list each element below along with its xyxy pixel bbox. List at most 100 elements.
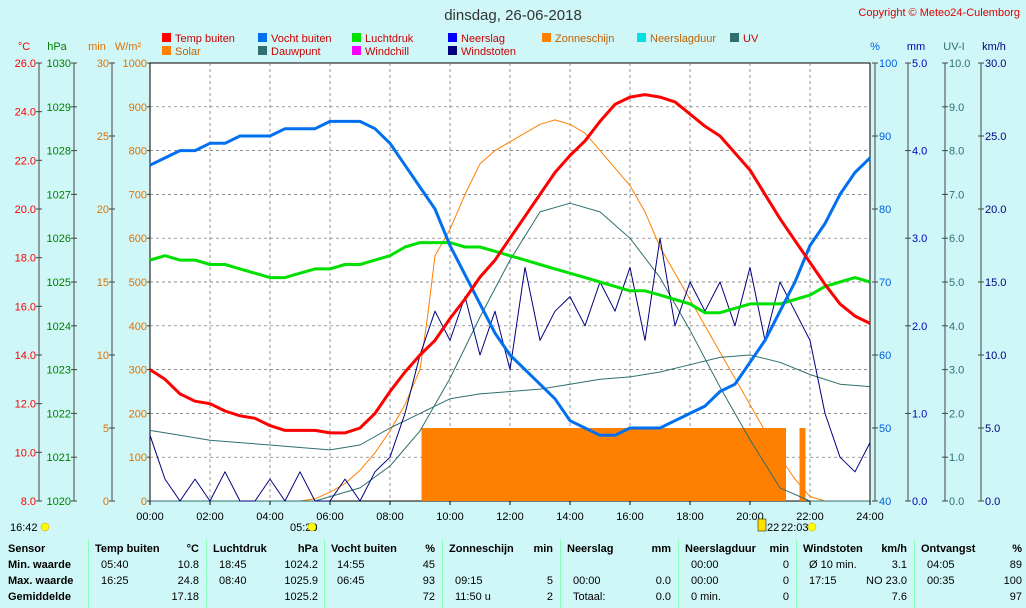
stats-separator xyxy=(678,540,679,608)
moon-marker-label: 22 xyxy=(767,522,779,534)
sunshine-bar-extra xyxy=(424,428,428,501)
humidity-tick-label: 40 xyxy=(879,496,891,508)
stats-header-unit: km/h xyxy=(881,543,907,555)
stats-value: 89 xyxy=(1009,559,1022,571)
stats-value: 97 xyxy=(1009,591,1022,603)
solar-tick-label: 600 xyxy=(129,233,147,245)
legend-swatch xyxy=(448,46,457,55)
legend-swatch xyxy=(730,33,739,42)
stats-time: 09:15 xyxy=(455,575,483,587)
x-tick-label: 20:00 xyxy=(736,511,764,523)
stats-header-unit: % xyxy=(1012,543,1022,555)
stats-value: 24.8 xyxy=(177,575,199,587)
wind-tick-label: 10.0 xyxy=(985,350,1006,362)
pressure-tick-label: 1023 xyxy=(47,365,71,377)
copyright-text: Copyright © Meteo24-Culemborg xyxy=(858,7,1020,19)
series-temp-buiten xyxy=(149,93,871,435)
solar-tick-label: 200 xyxy=(129,408,147,420)
temp-tick-label: 26.0 xyxy=(15,58,36,70)
stats-header: Neerslagduur xyxy=(685,543,756,555)
stats-value: 0 xyxy=(782,575,789,587)
temp-tick-label: 18.0 xyxy=(15,253,36,265)
wind-tick-label: 0.0 xyxy=(985,496,1000,508)
x-tick-label: 10:00 xyxy=(436,511,464,523)
x-tick-label: 00:00 xyxy=(136,511,164,523)
rain-tick-label: 3.0 xyxy=(912,233,927,245)
stats-header: Zonneschijn xyxy=(449,543,514,555)
stats-value: 10.8 xyxy=(177,559,199,571)
stats-time: 17:15 xyxy=(809,575,837,587)
stats-time: 08:40 xyxy=(219,575,247,587)
uv-tick-label: 10.0 xyxy=(949,58,970,70)
sunmin-tick-label: 10 xyxy=(97,350,109,362)
series-layer xyxy=(149,93,872,502)
stats-header-unit: min xyxy=(533,543,553,555)
stats-header: Windstoten xyxy=(803,543,863,555)
legend-swatch xyxy=(637,33,646,42)
sunmin-tick-label: 30 xyxy=(97,58,109,70)
sunmin-tick-label: 20 xyxy=(97,204,109,216)
sunrise-icon xyxy=(307,522,317,532)
sunmin-tick-label: 15 xyxy=(97,277,109,289)
stats-value: 5 xyxy=(546,575,553,587)
stats-header-sensor: Sensor xyxy=(8,543,46,555)
solar-unit: W/m² xyxy=(115,41,142,53)
pressure-unit: hPa xyxy=(47,41,67,53)
wind-tick-label: 25.0 xyxy=(985,131,1006,143)
legend-label: Solar xyxy=(175,46,201,58)
pressure-tick-label: 1027 xyxy=(47,189,71,201)
daylength-label: 16:42 xyxy=(10,522,38,534)
humidity-tick-label: 80 xyxy=(879,204,891,216)
temp-tick-label: 14.0 xyxy=(15,350,36,362)
series-luchtdruk xyxy=(149,241,871,315)
weather-chart: dinsdag, 26-06-2018 Copyright © Meteo24-… xyxy=(10,7,1020,534)
legend-label: Temp buiten xyxy=(175,33,235,45)
x-axis: 00:00 02:00 04:00 06:00 08:00 10:00 12:00 14:00… xyxy=(136,501,884,523)
uv-unit: UV-I xyxy=(943,41,964,53)
sunset-icon xyxy=(807,522,817,532)
humidity-tick-label: 100 xyxy=(879,58,897,70)
wind-tick-label: 15.0 xyxy=(985,277,1006,289)
x-tick-label: 18:00 xyxy=(676,511,704,523)
pressure-tick-label: 1024 xyxy=(47,321,71,333)
stats-value: 72 xyxy=(422,591,435,603)
solar-tick-label: 900 xyxy=(129,102,147,114)
stats-row-label: Gemiddelde xyxy=(8,591,71,603)
solar-tick-label: 400 xyxy=(129,321,147,333)
legend-label: Dauwpunt xyxy=(271,46,321,58)
pressure-tick-label: 1022 xyxy=(47,408,71,420)
stats-value: 1025.2 xyxy=(284,591,318,603)
x-tick-label: 02:00 xyxy=(196,511,224,523)
daylength-icon xyxy=(40,522,50,532)
stats-time: 00:00 xyxy=(573,575,601,587)
stats-table: Sensor Temp buiten °C Luchtdruk hPa Vocht bui… xyxy=(0,540,1026,608)
x-tick-label: 16:00 xyxy=(616,511,644,523)
pressure-tick-label: 1020 xyxy=(47,496,71,508)
sunmin-tick-label: 25 xyxy=(97,131,109,143)
sunshine-bar-extra xyxy=(799,428,803,501)
stats-value: 3.1 xyxy=(891,559,907,571)
sunshine-bar-extra xyxy=(802,428,806,501)
rain-tick-label: 1.0 xyxy=(912,408,927,420)
uv-tick-label: 9.0 xyxy=(949,102,964,114)
legend-swatch xyxy=(258,46,267,55)
stats-value: 7.6 xyxy=(891,591,907,603)
sunmin-unit: min xyxy=(88,41,106,53)
stats-time: Totaal: xyxy=(573,591,606,603)
pressure-tick-label: 1028 xyxy=(47,146,71,158)
stats-time: 00:35 xyxy=(927,575,955,587)
solar-tick-label: 800 xyxy=(129,146,147,158)
x-tick-label: 08:00 xyxy=(376,511,404,523)
stats-time: 04:05 xyxy=(927,559,955,571)
legend-label: Zonneschijn xyxy=(555,33,614,45)
rain-tick-label: 4.0 xyxy=(912,146,927,158)
stats-separator xyxy=(206,540,207,608)
solar-tick-label: 0 xyxy=(141,496,147,508)
sunmin-tick-label: 5 xyxy=(103,423,109,435)
stats-value: 0.0 xyxy=(655,591,671,603)
stats-time: 06:45 xyxy=(337,575,365,587)
stats-time: 11:50 u xyxy=(455,591,491,603)
humidity-tick-label: 90 xyxy=(879,131,891,143)
uv-tick-label: 1.0 xyxy=(949,452,964,464)
x-tick-label: 04:00 xyxy=(256,511,284,523)
